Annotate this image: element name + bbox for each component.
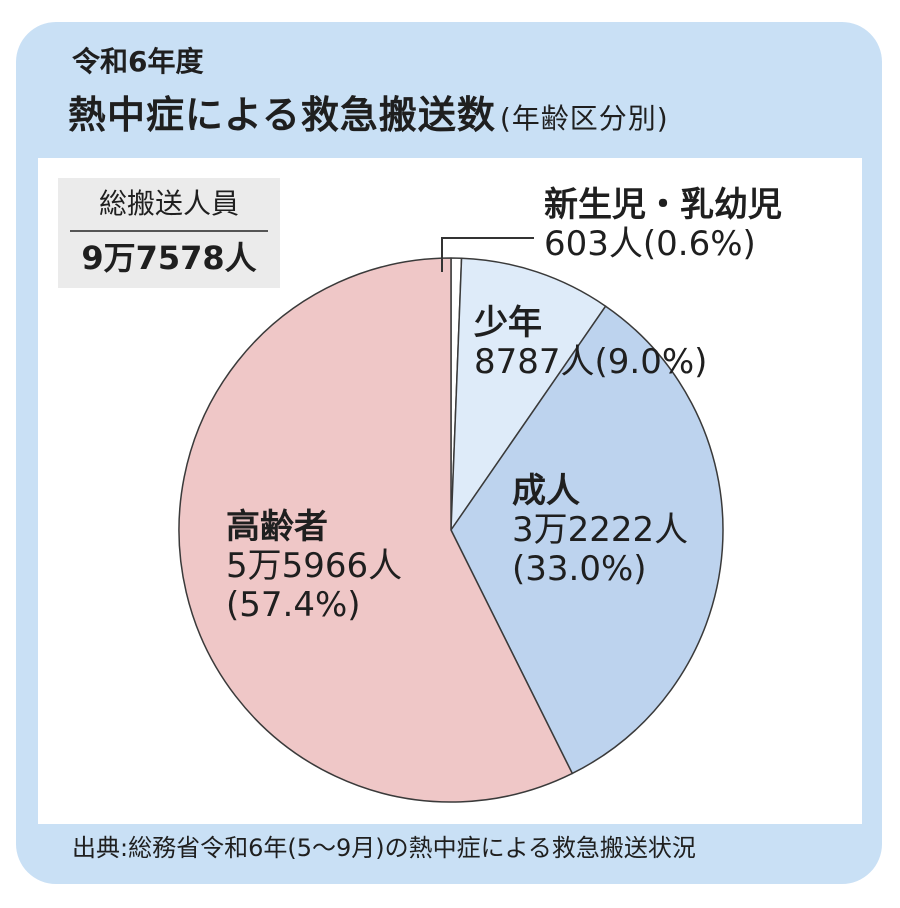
slice-value-newborn: 603人(0.6%) [544, 224, 756, 265]
pie-slice-adult [450, 305, 724, 775]
slice-label-newborn: 新生児・乳幼児 603人(0.6%) [544, 185, 782, 265]
pie-slice-elderly [178, 257, 574, 803]
slice-name-youth: 少年 [474, 303, 542, 343]
year-label: 令和6年度 [72, 45, 204, 78]
slice-value-youth: 8787人(9.0%) [474, 342, 708, 383]
newborn-leader-line [441, 237, 534, 272]
source-note: 出典:総務省令和6年(5〜9月)の熱中症による救急搬送状況 [72, 834, 696, 862]
total-label: 総搬送人員 [98, 187, 239, 220]
slice-label-elderly: 高齢者 5万5966人 (57.4%) [226, 507, 403, 626]
slice-percent-adult: (33.0%) [512, 549, 647, 590]
slice-label-adult: 成人 3万2222人 (33.0%) [512, 471, 689, 590]
slice-label-youth: 少年 8787人(9.0%) [474, 303, 708, 383]
total-divider [70, 230, 268, 232]
slice-name-elderly: 高齢者 [226, 507, 328, 547]
total-box: 総搬送人員 9万7578人 [58, 178, 280, 288]
pie-slice-youth [450, 257, 607, 531]
chart-title: 熱中症による救急搬送数 (年齢区分別) [68, 96, 669, 134]
chart-title-text: 熱中症による救急搬送数 [68, 93, 496, 137]
slice-value-elderly: 5万5966人 [226, 546, 403, 587]
slice-name-adult: 成人 [512, 471, 580, 511]
slice-percent-elderly: (57.4%) [226, 585, 361, 626]
total-value: 9万7578人 [81, 239, 257, 277]
slice-value-adult: 3万2222人 [512, 510, 689, 551]
slice-name-newborn: 新生児・乳幼児 [544, 185, 782, 225]
chart-subtitle: (年齢区分別) [499, 102, 669, 135]
